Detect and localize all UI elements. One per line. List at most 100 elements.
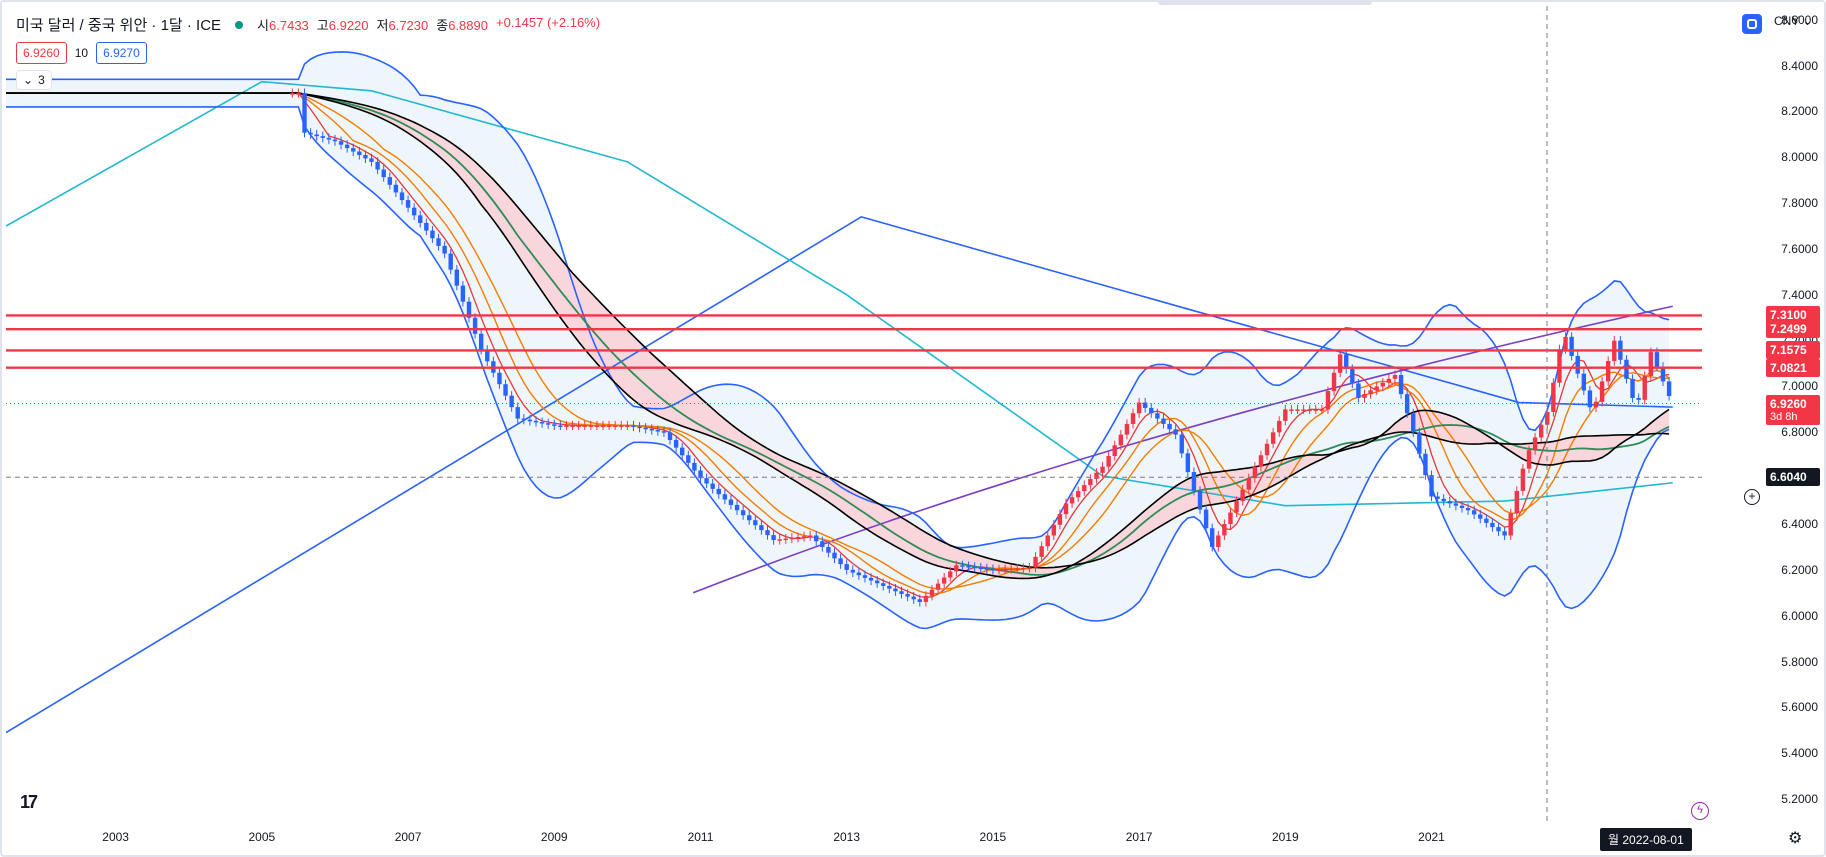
candle-body [1319,409,1325,411]
candle-body [1331,372,1337,392]
bollinger-upper-line [6,51,1670,549]
collapse-indicators-button[interactable]: ⌄ 3 [16,70,52,90]
price-tag: 7.1575 [1766,341,1820,360]
candle-body [1149,407,1154,414]
price-tick: 5.8000 [1781,654,1818,669]
candle-body [1246,478,1251,490]
candle-body [1252,466,1258,479]
candle-body [643,427,648,430]
candle-body [1015,568,1020,570]
candle-body [338,141,344,145]
candle-body [1660,366,1666,382]
candle-body [472,317,478,334]
candle-body [1344,354,1349,369]
candle-body [990,569,996,571]
candle-body [844,564,849,570]
price-tick: 7.6000 [1781,241,1818,256]
candle-body [314,134,319,137]
candle-body [1508,513,1513,536]
price-chart[interactable] [6,6,1702,822]
ohlc-values: 시6.7433 고6.9220 저6.7230 종6.8890 +0.1457 … [257,15,600,34]
candle-body [856,572,862,576]
candle-body [801,536,807,538]
chevron-down-icon: ⌄ [23,73,34,87]
candle-body [460,285,466,302]
candle-body [478,333,484,350]
candle-body [1648,352,1654,376]
candle-body [698,470,703,479]
candle-body [1545,411,1550,425]
candle-body [1642,375,1647,400]
candle-body [1496,527,1501,532]
candle-body [576,425,581,427]
candle-body [381,169,386,178]
candle-body [789,537,795,540]
currency-select[interactable]: CNY ⌄ [1774,14,1813,28]
chart-canvas[interactable] [6,6,1702,822]
price-axis[interactable]: 8.6000 8.4000 8.2000 8.0000 7.8000 7.6000 7.40… [1764,2,1824,855]
candle-body [1295,409,1300,411]
candle-body [1624,359,1629,379]
ask-button[interactable]: 6.9270 [96,42,147,64]
crosshair-date-label: 월 2022-08-01 [1600,828,1692,851]
candle-body [539,422,545,424]
auto-scale-icon[interactable] [1742,14,1762,34]
candle-body [777,539,782,541]
time-tick: 2011 [687,830,714,844]
candle-body [1027,567,1032,570]
price-tag: 6.6040 [1766,468,1820,487]
toolbar-handle[interactable] [1158,2,1372,5]
price-tick: 6.0000 [1781,608,1818,623]
candle-body [308,132,313,135]
candle-body [454,269,460,286]
time-tick: 2003 [102,830,129,844]
candle-body [1605,361,1611,382]
candle-body [704,478,709,484]
price-tag: 7.2499 [1766,320,1820,339]
candle-body [1277,420,1282,433]
candle-body [881,583,886,586]
time-tick: 2013 [833,830,861,844]
candle-body [1051,524,1057,536]
candle-body [332,139,338,142]
candle-body [655,430,661,432]
symbol-legend[interactable]: 미국 달러 / 중국 위안 · 1달 · ICE 시6.7433 고6.9220… [16,14,600,35]
candle-body [497,372,502,385]
candle-body [1118,434,1124,446]
candle-body [594,425,600,427]
candle-body [1069,497,1075,504]
high-value: 고6.9220 [316,18,369,33]
candle-body [1057,514,1063,525]
price-tick: 6.2000 [1781,562,1818,577]
candle-body [783,538,788,541]
candle-body [1100,466,1105,473]
tradingview-logo[interactable]: 17 [20,792,38,812]
candle-body [344,144,350,149]
candle-body [1429,475,1434,497]
candle-body [1307,409,1312,411]
candle-body [960,565,965,567]
candle-body [1094,472,1099,479]
add-alert-icon[interactable]: + [1744,489,1760,505]
bid-button[interactable]: 6.9260 [16,42,67,64]
candle-body [570,425,575,427]
candle-body [1447,501,1452,504]
candle-body [935,583,941,590]
candle-body [606,425,612,427]
candle-body [1502,531,1507,536]
candle-body [1210,528,1215,547]
candle-body [320,136,325,138]
candle-body [692,462,697,471]
candle-body [1569,336,1574,356]
settings-gear-icon[interactable]: ⚙ [1788,830,1803,847]
candle-body [673,439,679,448]
candle-body [1453,503,1459,506]
symbol-title[interactable]: 미국 달러 / 중국 위안 · 1달 · ICE [16,17,222,34]
lightning-icon[interactable]: ϟ [1691,802,1709,820]
candle-body [326,137,332,140]
candle-body [509,395,514,408]
candle-body [716,488,721,495]
candle-body [552,424,557,426]
candle-body [351,148,356,152]
candle-body [1356,383,1361,398]
